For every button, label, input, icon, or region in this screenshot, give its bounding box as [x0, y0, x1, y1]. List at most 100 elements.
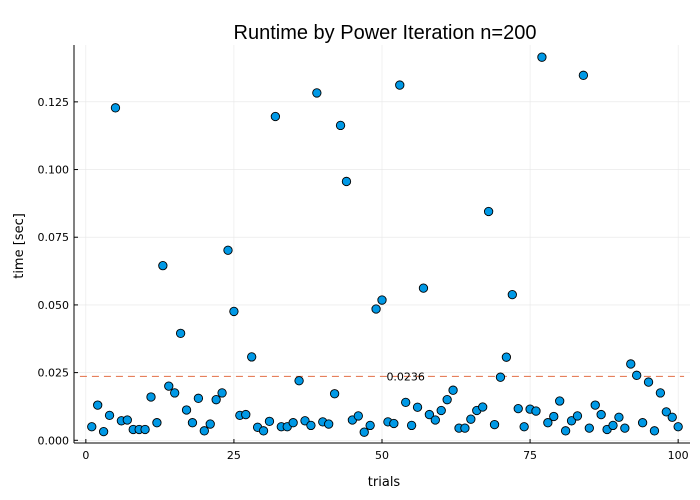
- data-point: [549, 411, 559, 422]
- data-point: [152, 418, 162, 428]
- data-point: [324, 419, 334, 429]
- data-point: [620, 423, 630, 433]
- data-point: [146, 392, 156, 402]
- data-point: [395, 80, 405, 90]
- data-point: [170, 388, 180, 398]
- tick-labels: 0 25 50 75 100 0.000 0.025 0.050 0.075 0.100 0.125: [38, 96, 689, 462]
- data-point: [122, 415, 132, 425]
- y-tick-label: 0.000: [38, 434, 70, 447]
- data-point: [466, 414, 476, 424]
- data-point: [572, 411, 583, 421]
- data-point: [442, 395, 452, 405]
- data-point: [205, 419, 215, 429]
- data-point: [371, 304, 381, 314]
- data-point: [389, 418, 399, 429]
- data-point: [223, 245, 233, 255]
- data-point: [519, 422, 529, 432]
- y-tick-label: 0.100: [38, 164, 70, 177]
- data-point: [543, 418, 553, 428]
- data-point: [98, 426, 109, 437]
- data-point: [229, 306, 239, 317]
- data-point: [110, 103, 121, 113]
- data-point: [584, 423, 594, 433]
- data-point: [501, 352, 512, 362]
- data-point: [460, 423, 470, 433]
- data-point: [596, 409, 606, 420]
- data-point: [270, 111, 281, 122]
- data-point: [489, 419, 500, 430]
- data-point: [258, 426, 269, 436]
- data-point: [632, 370, 642, 380]
- x-tick-label: 100: [668, 449, 689, 462]
- data-point: [412, 402, 423, 412]
- data-point: [590, 400, 600, 410]
- data-point: [329, 389, 340, 399]
- x-axis-label: trials: [368, 475, 401, 490]
- x-tick-label: 25: [227, 449, 241, 462]
- data-point: [537, 52, 547, 62]
- axes: [73, 45, 690, 444]
- y-axis-label: time [sec]: [12, 213, 27, 279]
- data-point: [181, 405, 192, 415]
- chart-title: Runtime by Power Iteration n=200: [234, 22, 537, 44]
- data-point: [335, 120, 346, 131]
- data-points: [87, 52, 683, 437]
- data-point: [353, 411, 363, 421]
- data-point: [264, 416, 275, 426]
- data-point: [566, 416, 577, 426]
- data-point: [531, 406, 541, 416]
- data-point: [418, 283, 429, 293]
- data-point: [555, 396, 565, 406]
- data-point: [175, 328, 186, 338]
- reference-line-group: 0.0236: [79, 370, 685, 383]
- data-point: [436, 405, 446, 416]
- y-tick-label: 0.075: [38, 231, 70, 244]
- data-point: [217, 388, 227, 398]
- data-point: [306, 420, 316, 431]
- y-tick-label: 0.125: [38, 96, 70, 109]
- data-point: [104, 410, 115, 421]
- data-point: [241, 409, 251, 420]
- data-point: [199, 426, 209, 436]
- data-point: [637, 418, 648, 428]
- data-point: [507, 289, 517, 300]
- data-point: [655, 388, 666, 398]
- data-point: [158, 261, 168, 271]
- data-point: [93, 400, 103, 410]
- data-point: [513, 403, 523, 414]
- data-point: [288, 418, 298, 428]
- data-point: [608, 420, 618, 431]
- data-point: [87, 422, 97, 432]
- data-point: [140, 424, 150, 435]
- data-point: [187, 418, 198, 428]
- reference-line-label: 0.0236: [386, 370, 425, 383]
- data-point: [448, 385, 458, 395]
- data-point: [667, 412, 677, 422]
- data-point: [483, 206, 494, 217]
- data-point: [649, 426, 660, 436]
- x-tick-label: 75: [523, 449, 537, 462]
- data-point: [673, 422, 683, 432]
- data-point: [211, 395, 221, 405]
- data-point: [341, 176, 352, 187]
- data-point: [424, 409, 435, 420]
- data-point: [312, 88, 322, 98]
- x-tick-label: 50: [375, 449, 389, 462]
- data-point: [406, 420, 417, 431]
- data-point: [495, 372, 506, 382]
- data-point: [377, 295, 387, 305]
- y-tick-label: 0.025: [38, 367, 70, 380]
- data-point: [614, 412, 624, 422]
- y-tick-label: 0.050: [38, 299, 70, 312]
- x-tick-label: 0: [82, 449, 89, 462]
- data-point: [430, 415, 440, 425]
- data-point: [193, 393, 204, 403]
- data-point: [661, 407, 671, 417]
- data-point: [478, 402, 488, 412]
- data-point: [643, 377, 654, 387]
- data-point: [365, 420, 375, 431]
- data-point: [560, 426, 571, 436]
